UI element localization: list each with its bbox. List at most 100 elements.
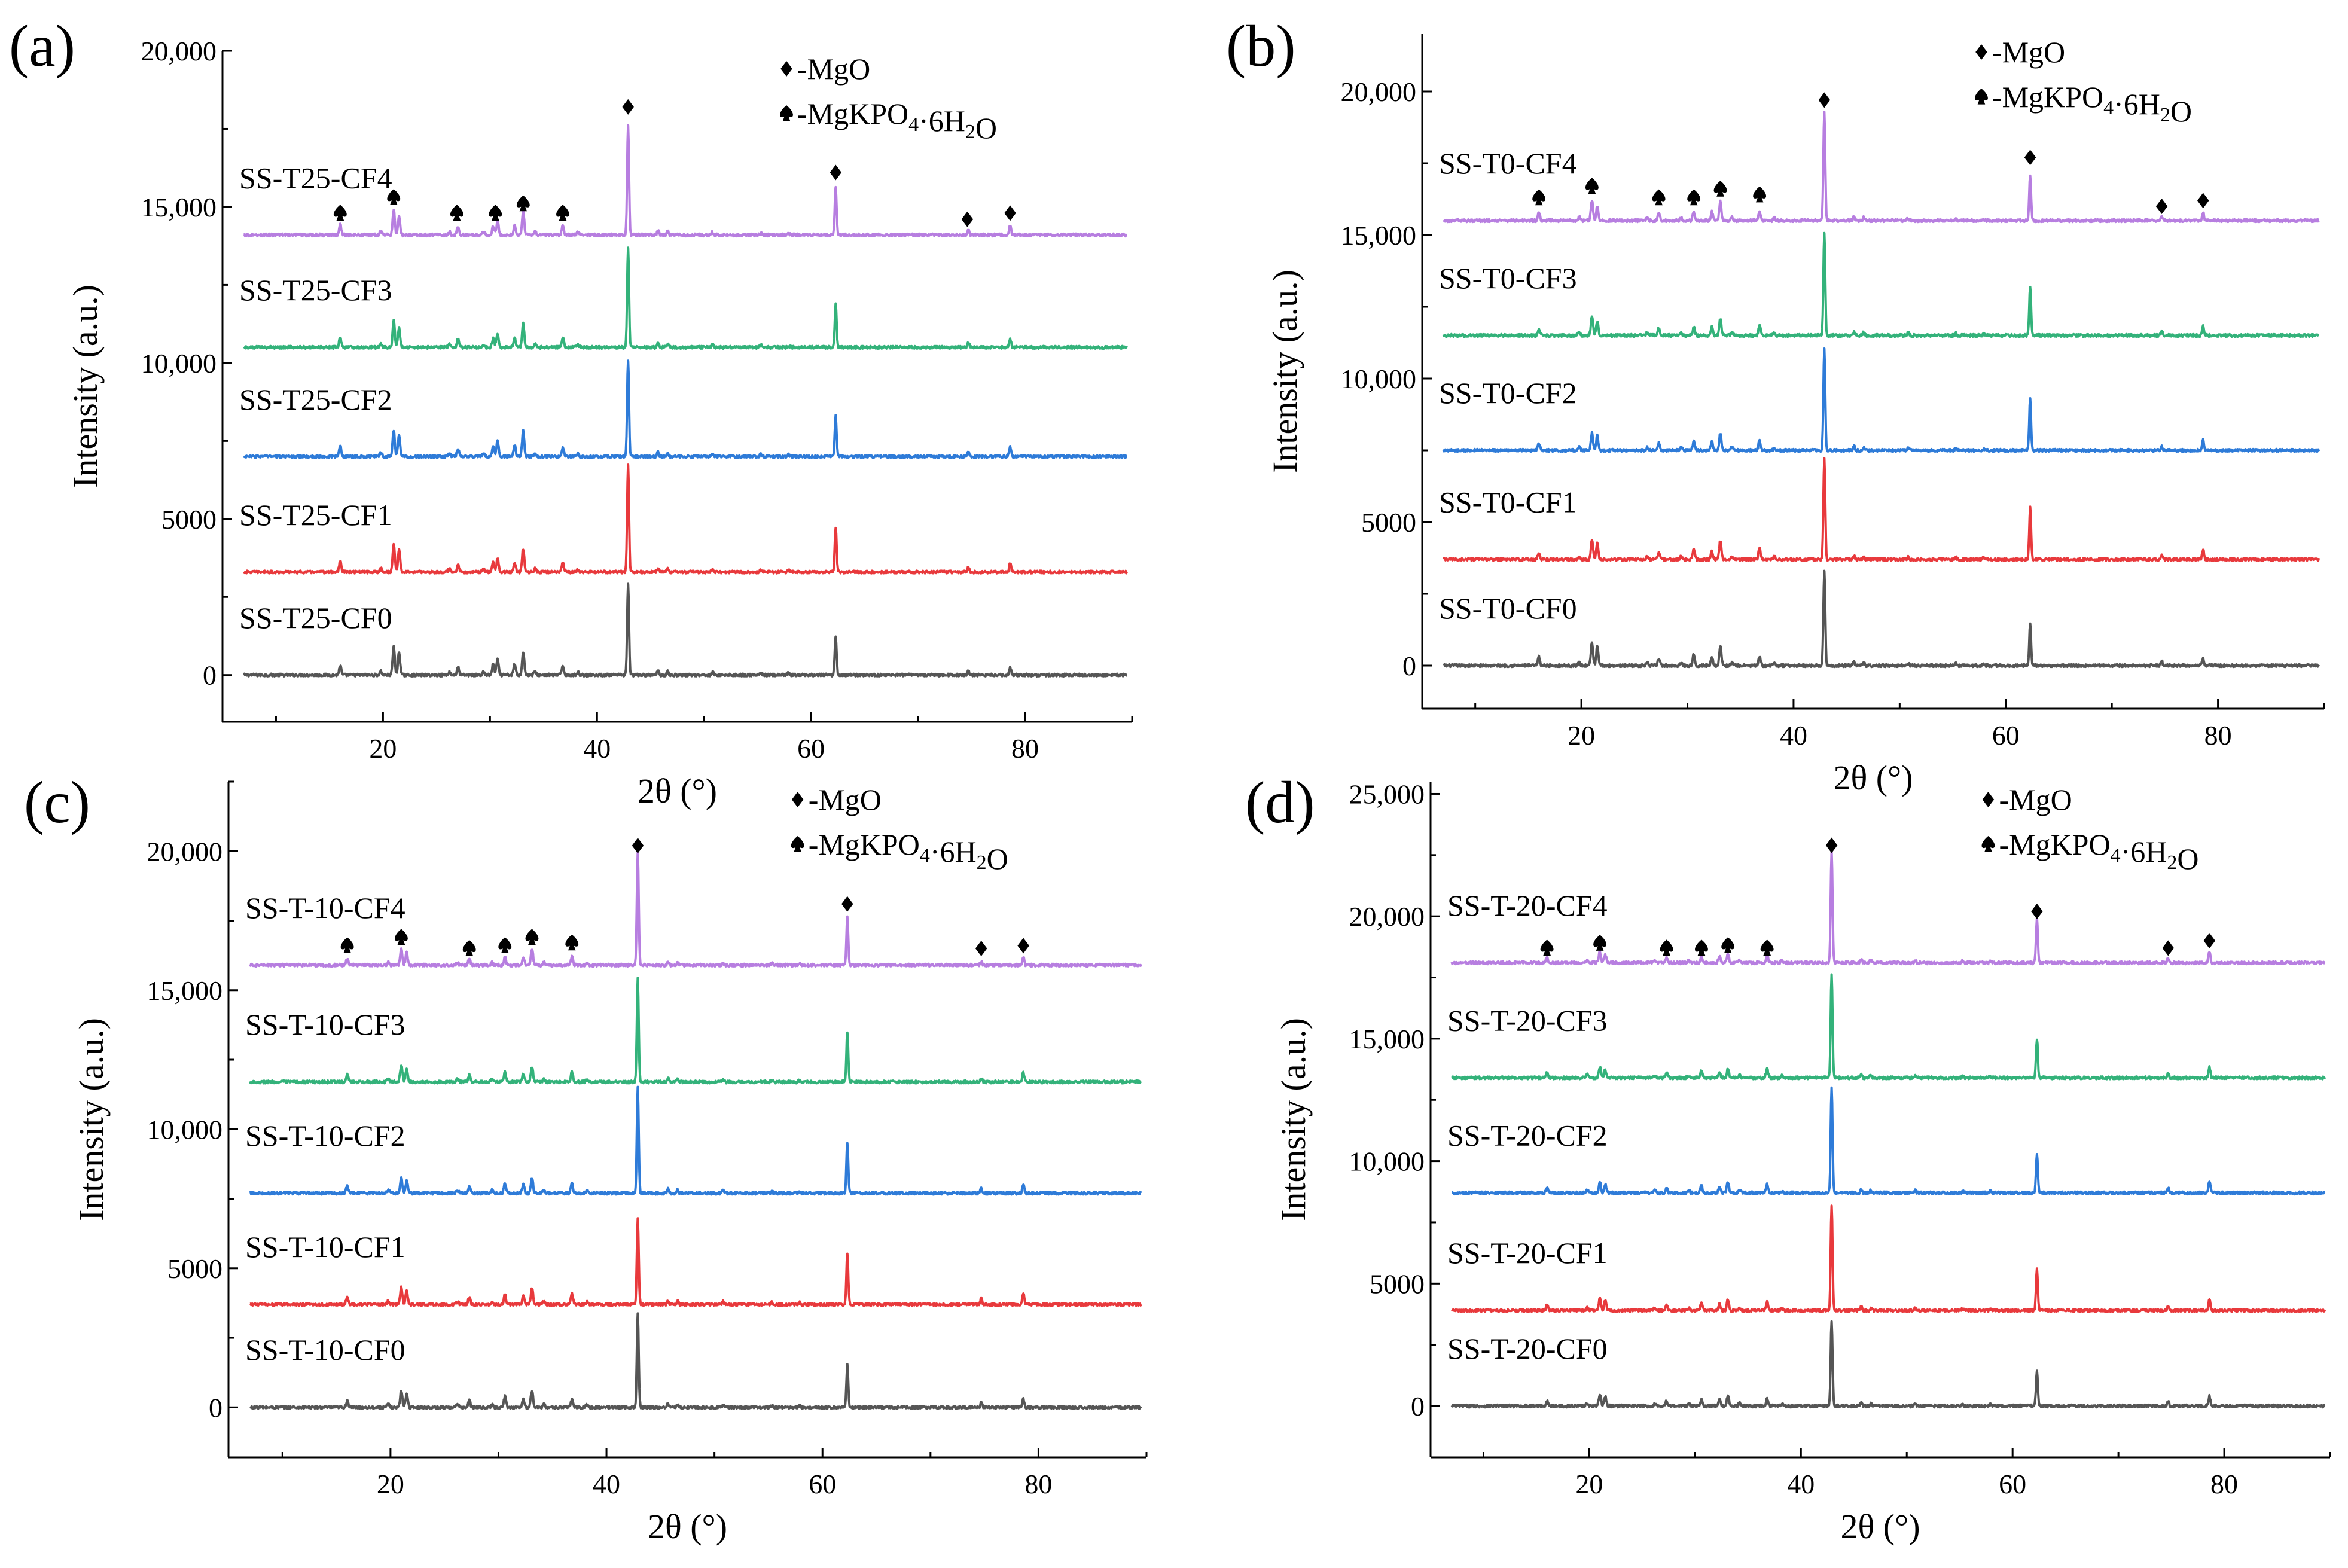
series-line-SS-T-20-CF4: [1450, 850, 2326, 966]
x-tick-label: 20: [377, 1469, 404, 1499]
mgo-peak-marker: [1825, 837, 1838, 853]
series-line-SS-T-20-CF3: [1451, 973, 2326, 1081]
mgo-peak-marker: [961, 211, 974, 227]
mkp-peak-marker: [1695, 939, 1708, 956]
mgo-peak-marker: [1818, 92, 1831, 108]
legend-spade-icon: [780, 105, 793, 121]
series-line-SS-T-10-CF4: [249, 850, 1142, 968]
series-line-SS-T25-CF4: [243, 124, 1128, 238]
mgo-peak-marker: [841, 896, 853, 912]
y-tick-label: 20,000: [141, 36, 217, 66]
y-tick-label: 10,000: [1349, 1146, 1425, 1177]
legend-spade-icon: [1981, 836, 1995, 852]
mgo-peak-marker: [1017, 938, 1029, 954]
x-tick-label: 20: [1568, 720, 1595, 751]
legend: -MgO -MgKPO4·6H2O: [1975, 35, 2192, 128]
series-line-SS-T-20-CF1: [1451, 1204, 2326, 1313]
panel-label: (a): [9, 13, 75, 79]
y-tick-label: 5000: [1370, 1268, 1425, 1299]
series-line-SS-T0-CF4: [1443, 111, 2320, 224]
mkp-peak-marker: [450, 205, 463, 221]
y-tick-label: 5000: [167, 1253, 222, 1284]
series-line-SS-T25-CF3: [243, 246, 1128, 350]
legend: -MgO -MgKPO4·6H2O: [780, 52, 997, 145]
y-tick-label: 10,000: [147, 1114, 223, 1145]
x-tick-label: 20: [369, 733, 397, 764]
legend: -MgO -MgKPO4·6H2O: [791, 783, 1008, 875]
series-line-SS-T25-CF1: [242, 463, 1128, 575]
x-tick-label: 60: [1992, 720, 2020, 751]
y-tick-label: 15,000: [1349, 1024, 1425, 1054]
series-label: SS-T25-CF2: [239, 383, 392, 416]
x-tick-label: 40: [593, 1469, 620, 1499]
series-line-SS-T-10-CF2: [249, 1085, 1142, 1196]
x-tick-label: 60: [809, 1469, 836, 1499]
series-line-SS-T0-CF3: [1442, 231, 2320, 338]
y-tick-label: 25,000: [1349, 779, 1425, 809]
y-tick-label: 0: [203, 660, 216, 691]
legend: -MgO -MgKPO4·6H2O: [1981, 783, 2198, 875]
mkp-peak-marker: [387, 189, 401, 205]
panel-label: (d): [1245, 769, 1315, 835]
series-label: SS-T25-CF3: [239, 273, 392, 307]
series-line-SS-T25-CF2: [243, 359, 1128, 459]
x-axis-title: 2θ (°): [638, 771, 717, 810]
mkp-peak-marker: [565, 934, 579, 951]
mkp-peak-marker: [1540, 939, 1554, 956]
mkp-peak-marker: [516, 195, 530, 212]
y-axis-title: Intensity (a.u.): [1266, 270, 1304, 473]
mgo-peak-marker: [2197, 193, 2209, 209]
mkp-peak-marker: [525, 929, 539, 945]
legend-label: -MgKPO4·6H2O: [1999, 828, 2198, 875]
series-label: SS-T-20-CF4: [1447, 889, 1608, 922]
series-line-SS-T0-CF1: [1442, 457, 2320, 562]
mkp-peak-marker: [1721, 937, 1735, 953]
legend-diamond-icon: [1975, 44, 1987, 60]
series-line-SS-T0-CF2: [1442, 347, 2320, 453]
series-line-SS-T25-CF0: [243, 582, 1128, 678]
legend-diamond-icon: [791, 792, 804, 807]
x-tick-label: 80: [2204, 720, 2232, 751]
y-tick-label: 10,000: [141, 348, 217, 379]
y-axis-title: Intensity (a.u.): [72, 1018, 111, 1221]
series-label: SS-T25-CF0: [239, 601, 392, 634]
x-axis-title: 2θ (°): [1833, 758, 1913, 797]
series-label: SS-T-10-CF1: [245, 1230, 405, 1264]
x-tick-label: 40: [1780, 720, 1807, 751]
legend-spade-icon: [791, 836, 804, 852]
mgo-peak-marker: [2024, 150, 2036, 166]
series-label: SS-T25-CF1: [239, 498, 392, 532]
series-line-SS-T-10-CF0: [249, 1312, 1142, 1410]
x-tick-label: 80: [1011, 733, 1039, 764]
panel-label: (c): [24, 769, 90, 835]
legend-label: -MgO: [809, 783, 882, 816]
y-tick-label: 5000: [161, 504, 216, 535]
series-line-SS-T-20-CF2: [1451, 1086, 2326, 1196]
panel-label: (b): [1226, 13, 1296, 79]
legend-label: -MgKPO4·6H2O: [809, 828, 1008, 875]
legend-diamond-icon: [780, 61, 792, 77]
series-label: SS-T0-CF2: [1439, 376, 1577, 410]
series-line-SS-T-10-CF1: [249, 1217, 1142, 1307]
chart-panel-b: (b) 20 40 60 80 0 5000 10,000 15,000 20,000 2θ (°)…: [1226, 13, 2325, 797]
series-label: SS-T-20-CF0: [1447, 1332, 1608, 1365]
x-tick-label: 60: [797, 733, 825, 764]
legend-label: -MgO: [1999, 783, 2072, 816]
series-label: SS-T-20-CF1: [1447, 1236, 1608, 1270]
series-label: SS-T0-CF1: [1439, 485, 1577, 518]
y-tick-label: 20,000: [1349, 901, 1425, 932]
series-label: SS-T-10-CF3: [245, 1008, 405, 1041]
y-axis-title: Intensity (a.u.): [66, 285, 105, 488]
series-line-SS-T0-CF0: [1443, 569, 2320, 669]
mkp-peak-marker: [340, 937, 354, 953]
x-tick-label: 80: [1024, 1469, 1052, 1499]
series-label: SS-T0-CF4: [1439, 147, 1577, 180]
mkp-peak-marker: [489, 205, 502, 221]
x-tick-label: 40: [583, 733, 611, 764]
mgo-peak-marker: [975, 941, 987, 957]
mkp-peak-marker: [395, 929, 408, 945]
y-tick-label: 15,000: [1341, 220, 1417, 251]
legend-label: -MgO: [1992, 35, 2065, 69]
series-label: SS-T25-CF4: [239, 161, 392, 194]
